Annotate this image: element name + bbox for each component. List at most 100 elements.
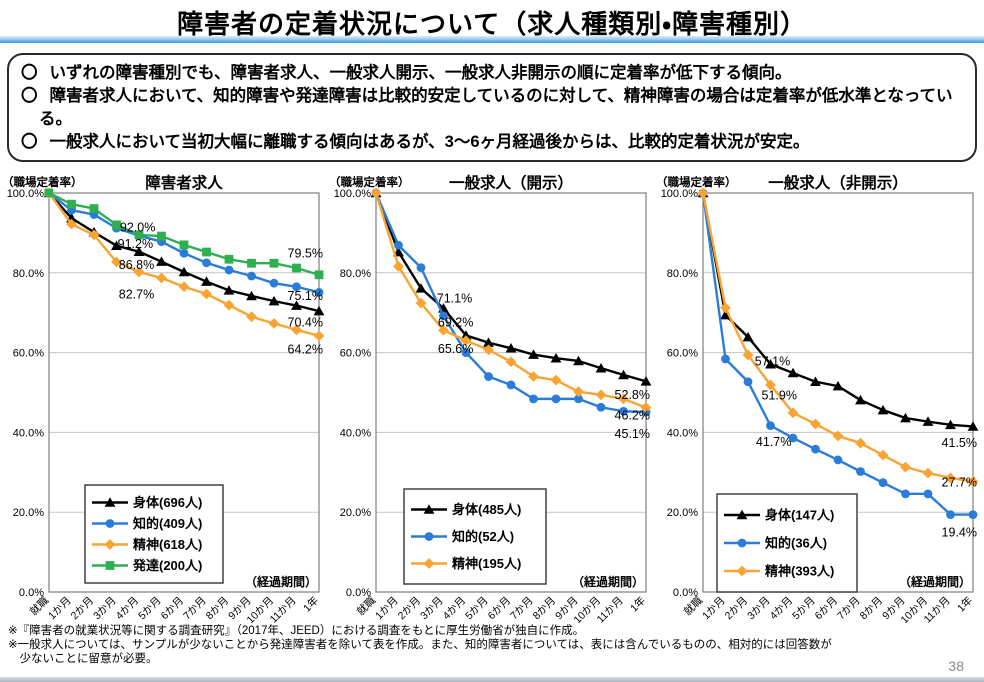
data-annotation: 64.2%	[288, 342, 323, 356]
series-marker	[945, 419, 956, 430]
x-tick-label: 5か月	[463, 595, 490, 622]
footnote-line-1: ※『障害者の就業状況等に関する調査研究』（2017年、JEED）における調査をも…	[8, 625, 585, 637]
series-marker	[415, 283, 427, 293]
plot-border	[48, 192, 320, 593]
series-marker	[313, 330, 325, 342]
legend-swatch-marker	[423, 558, 435, 569]
summary-bullet-3: 〇一般求人において当初大幅に離職する傾向はあるが、3～6ヶ月経過後からは、比較的…	[21, 131, 963, 154]
legend-swatch-marker	[105, 561, 115, 570]
series-marker	[877, 404, 889, 415]
series-marker	[416, 263, 426, 273]
x-tick-label: 11か月	[922, 595, 953, 623]
data-annotation: 91.2%	[118, 237, 153, 251]
x-tick-label: 6か月	[813, 595, 840, 622]
legend-swatch-marker	[423, 504, 435, 514]
legend-label: 知的(36人)	[765, 536, 827, 551]
x-axis-unit-label: （経過期間）	[572, 574, 644, 589]
data-annotation: 71.1%	[437, 292, 472, 306]
x-tick-label: 7か月	[835, 595, 862, 622]
series-marker	[269, 258, 279, 268]
series-marker	[574, 394, 583, 404]
chart-title: 一般求人（非開示）	[768, 173, 908, 192]
y-tick-label: 60.0%	[340, 348, 371, 360]
x-tick-label: 1年	[627, 594, 648, 615]
y-axis-unit-label: （職場定着率）	[329, 175, 410, 189]
data-annotation: 65.6%	[438, 342, 473, 356]
series-marker	[901, 489, 910, 499]
series-marker	[595, 389, 607, 401]
data-annotation: 51.9%	[762, 389, 797, 403]
series-marker	[596, 402, 606, 412]
series-marker	[787, 407, 799, 419]
x-tick-label: 11か月	[595, 595, 626, 623]
series-marker	[394, 240, 403, 250]
x-tick-label: 6か月	[159, 595, 186, 622]
series-marker	[246, 311, 257, 323]
y-tick-label: 20.0%	[340, 507, 371, 519]
chart-disability-jobs-svg: （職場定着率） 障害者求人 100.0% 80.0% 60.0% 40.0% 20.0% 0.…	[2, 173, 325, 623]
chart-general-jobs-disclosed-svg: （職場定着率） 一般求人（開示） 100.0% 80.0% 60.0% 40.0% 20.0…	[329, 173, 652, 623]
x-tick-label: 3か月	[745, 595, 772, 622]
series-marker	[529, 394, 538, 404]
x-tick-label: 5か月	[790, 595, 817, 622]
series-marker	[133, 246, 145, 256]
series-line	[374, 192, 647, 409]
legend-label: 発達(200人)	[132, 558, 202, 573]
x-tick-label: 4か月	[441, 595, 468, 622]
summary-bullet-1-text: いずれの障害種別でも、障害者求人、一般求人開示、一般求人非開示の順に定着率が低下…	[49, 64, 792, 82]
series-marker	[640, 402, 652, 414]
chart-general-jobs-undisclosed: （職場定着率） 一般求人（非開示） 100.0% 80.0% 60.0% 40.0% 20.…	[655, 173, 982, 623]
series-marker	[461, 348, 471, 357]
series-marker	[483, 344, 494, 356]
x-tick-label: 1年	[954, 594, 975, 615]
series-marker	[551, 394, 561, 404]
series-marker	[178, 266, 190, 277]
series-marker	[721, 354, 730, 364]
legend-label: 知的(52人)	[452, 529, 514, 544]
x-tick-label: 2か月	[69, 595, 96, 622]
data-annotation: 41.7%	[756, 435, 791, 449]
series-marker	[855, 437, 866, 449]
bullet-circle-icon: 〇	[21, 64, 38, 82]
x-tick-label: 2か月	[396, 595, 423, 622]
x-axis-unit-label: （経過期間）	[245, 574, 317, 589]
data-annotation: 70.4%	[288, 315, 323, 329]
data-annotation: 69.2%	[438, 315, 473, 329]
series-marker	[156, 272, 167, 284]
series-marker	[157, 231, 166, 241]
series-marker	[765, 379, 776, 391]
series-marker	[618, 369, 629, 380]
y-tick-label: 100.0%	[7, 188, 45, 200]
legend-swatch-marker	[424, 532, 434, 541]
chart-general-jobs-disclosed: （職場定着率） 一般求人（開示） 100.0% 80.0% 60.0% 40.0% 20.0…	[328, 173, 655, 623]
series-marker	[765, 358, 776, 369]
summary-bullet-1: 〇いずれの障害種別でも、障害者求人、一般求人開示、一般求人非開示の順に定着率が低…	[21, 62, 963, 85]
legend-label: 知的(409人)	[133, 516, 202, 531]
series-marker	[968, 510, 978, 519]
plot-border	[375, 192, 647, 593]
series-marker	[393, 261, 404, 272]
legend-swatch-marker	[104, 497, 116, 507]
series-marker	[856, 467, 865, 476]
series-marker	[923, 489, 933, 499]
x-tick-label: 1年	[300, 594, 321, 615]
data-annotation: 52.8%	[615, 388, 650, 402]
x-tick-label: 4か月	[768, 595, 795, 622]
series-marker	[439, 311, 448, 321]
legend-label: 身体(485人)	[452, 502, 521, 517]
series-marker	[505, 356, 517, 368]
data-annotation: 92.0%	[120, 221, 155, 235]
series-marker	[922, 416, 934, 426]
series-marker	[595, 362, 607, 373]
legend-label: 精神(195人)	[452, 556, 521, 571]
series-marker	[573, 386, 584, 398]
data-annotation: 75.1%	[288, 289, 323, 303]
data-annotation: 41.5%	[942, 436, 977, 450]
footnotes: ※『障害者の就業状況等に関する調査研究』（2017年、JEED）における調査をも…	[8, 624, 976, 666]
y-tick-label: 0.0%	[19, 587, 44, 599]
series-marker	[415, 297, 427, 309]
series-marker	[720, 302, 731, 314]
series-marker	[900, 461, 911, 473]
series-marker	[111, 256, 122, 268]
